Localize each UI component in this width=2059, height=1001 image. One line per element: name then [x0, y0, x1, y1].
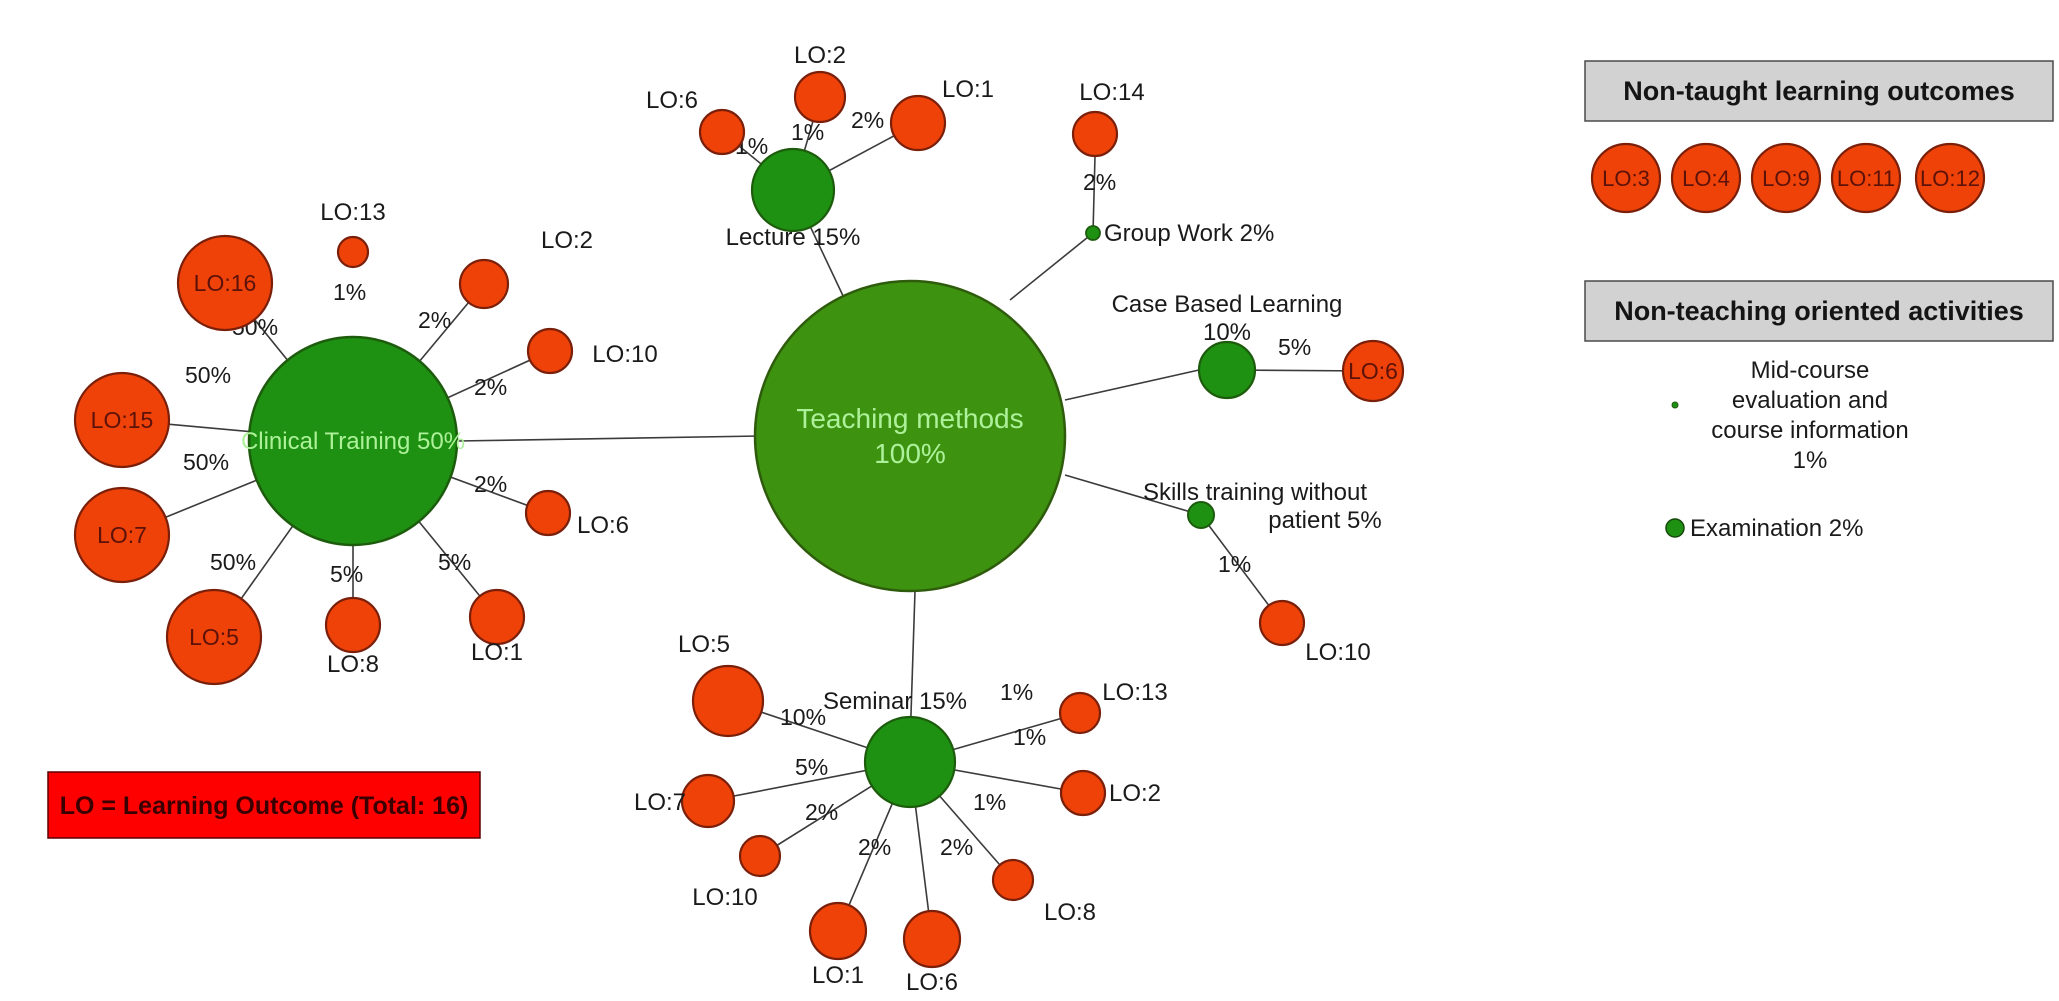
svg-text:Skills training without: Skills training without — [1143, 479, 1367, 506]
svg-text:LO:13: LO:13 — [1102, 679, 1167, 706]
svg-text:50%: 50% — [183, 449, 229, 475]
svg-text:Lecture 15%: Lecture 15% — [726, 224, 861, 251]
svg-text:LO:16: LO:16 — [194, 270, 257, 296]
svg-text:1%: 1% — [1218, 551, 1251, 577]
svg-text:1%: 1% — [333, 279, 366, 305]
svg-text:LO:3: LO:3 — [1602, 166, 1650, 191]
svg-text:10%: 10% — [780, 704, 826, 730]
svg-text:LO:12: LO:12 — [1920, 166, 1980, 191]
svg-text:5%: 5% — [795, 754, 828, 780]
svg-text:10%: 10% — [1203, 319, 1251, 346]
svg-text:Non-teaching oriented activiti: Non-teaching oriented activities — [1614, 296, 2024, 326]
svg-text:100%: 100% — [874, 438, 946, 469]
svg-text:LO:8: LO:8 — [327, 651, 379, 678]
svg-text:LO:7: LO:7 — [97, 522, 147, 548]
svg-text:1%: 1% — [1000, 679, 1033, 705]
svg-text:2%: 2% — [858, 834, 891, 860]
svg-text:2%: 2% — [474, 374, 507, 400]
svg-text:LO:10: LO:10 — [1305, 639, 1370, 666]
svg-text:LO:11: LO:11 — [1837, 166, 1895, 191]
svg-text:2%: 2% — [851, 107, 884, 133]
svg-text:LO = Learning Outcome (Total:: LO = Learning Outcome (Total: 16) — [60, 792, 469, 820]
svg-text:patient 5%: patient 5% — [1268, 507, 1381, 534]
svg-text:Case Based Learning: Case Based Learning — [1112, 291, 1343, 318]
svg-text:LO:1: LO:1 — [812, 962, 864, 989]
svg-text:LO:6: LO:6 — [646, 87, 698, 114]
svg-text:LO:14: LO:14 — [1079, 79, 1144, 106]
svg-text:2%: 2% — [940, 834, 973, 860]
svg-text:5%: 5% — [438, 549, 471, 575]
svg-text:5%: 5% — [330, 561, 363, 587]
svg-text:Examination 2%: Examination 2% — [1690, 515, 1863, 542]
svg-text:LO:5: LO:5 — [678, 631, 730, 658]
svg-text:LO:6: LO:6 — [906, 969, 958, 996]
svg-text:50%: 50% — [185, 362, 231, 388]
svg-text:course information: course information — [1711, 417, 1908, 444]
svg-text:LO:5: LO:5 — [189, 624, 239, 650]
svg-text:50%: 50% — [210, 549, 256, 575]
svg-text:1%: 1% — [1793, 447, 1828, 474]
svg-text:Teaching methods: Teaching methods — [796, 403, 1023, 434]
svg-text:LO:9: LO:9 — [1762, 166, 1810, 191]
svg-text:2%: 2% — [1083, 169, 1116, 195]
svg-text:Seminar 15%: Seminar 15% — [823, 688, 967, 715]
svg-text:2%: 2% — [805, 799, 838, 825]
svg-text:Clinical Training 50%: Clinical Training 50% — [241, 428, 465, 455]
svg-text:Group Work 2%: Group Work 2% — [1104, 220, 1274, 247]
svg-text:LO:6: LO:6 — [577, 512, 629, 539]
svg-text:LO:10: LO:10 — [592, 341, 657, 368]
svg-text:1%: 1% — [1013, 724, 1046, 750]
svg-text:LO:13: LO:13 — [320, 199, 385, 226]
svg-text:2%: 2% — [418, 307, 451, 333]
svg-text:LO:2: LO:2 — [541, 227, 593, 254]
svg-text:LO:2: LO:2 — [1109, 780, 1161, 807]
svg-text:evaluation and: evaluation and — [1732, 387, 1888, 414]
svg-text:LO:10: LO:10 — [692, 884, 757, 911]
svg-text:LO:1: LO:1 — [942, 76, 994, 103]
svg-text:LO:7: LO:7 — [634, 789, 686, 816]
svg-text:Non-taught learning outcomes: Non-taught learning outcomes — [1623, 76, 2015, 106]
svg-text:Mid-course: Mid-course — [1751, 357, 1870, 384]
svg-text:2%: 2% — [474, 471, 507, 497]
svg-text:5%: 5% — [1278, 334, 1311, 360]
svg-text:LO:6: LO:6 — [1348, 358, 1398, 384]
svg-text:LO:8: LO:8 — [1044, 899, 1096, 926]
svg-text:LO:4: LO:4 — [1682, 166, 1730, 191]
svg-text:LO:1: LO:1 — [471, 639, 523, 666]
svg-text:1%: 1% — [973, 789, 1006, 815]
svg-text:LO:2: LO:2 — [794, 42, 846, 69]
svg-text:LO:15: LO:15 — [91, 407, 154, 433]
